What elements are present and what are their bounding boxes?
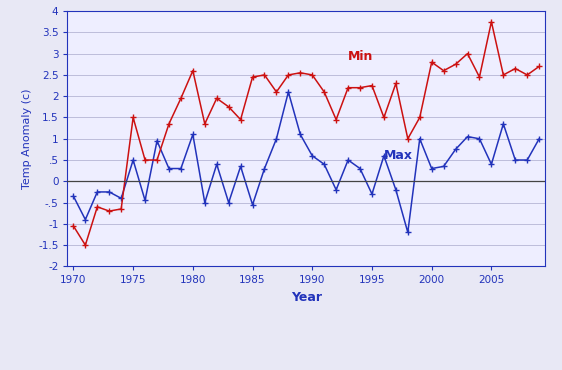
Text: Min: Min: [348, 50, 374, 63]
Y-axis label: Temp Anomaly (c): Temp Anomaly (c): [22, 88, 33, 189]
X-axis label: Year: Year: [291, 291, 322, 304]
Text: Max: Max: [384, 149, 413, 162]
